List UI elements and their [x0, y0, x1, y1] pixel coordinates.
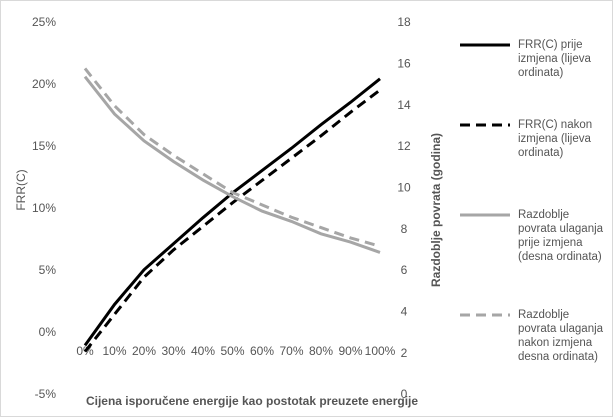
y2-tick-label: 18	[397, 15, 411, 29]
y-tick-label: 25%	[32, 15, 56, 29]
y-tick-label: 10%	[32, 201, 56, 215]
x-tick-label: 50%	[220, 344, 244, 358]
legend-label: Razdoblje povrata ulaganja prije izmjena…	[518, 209, 604, 263]
legend-label: Razdoblje povrata ulaganja nakon izmjena…	[518, 309, 604, 363]
y2-tick-label: 12	[397, 139, 411, 153]
y2-tick-label: 6	[401, 263, 408, 277]
series-line	[83, 75, 381, 254]
x-tick-label: 90%	[338, 344, 362, 358]
x-tick-label: 100%	[365, 344, 396, 358]
series-line	[83, 67, 381, 248]
x-tick-label: 60%	[250, 344, 274, 358]
y2-tick-label: 10	[397, 181, 411, 195]
y2-tick-label: 4	[401, 305, 408, 319]
series-line	[83, 88, 381, 353]
y-tick-label: -5%	[35, 387, 57, 401]
y-tick-label: 0%	[39, 325, 57, 339]
x-tick-label: 40%	[191, 344, 215, 358]
y2-tick-label: 14	[397, 98, 411, 112]
x-tick-label: 20%	[132, 344, 156, 358]
y2-tick-label: 0	[401, 387, 408, 401]
x-tick-label: 80%	[309, 344, 333, 358]
y2-tick-label: 2	[401, 346, 408, 360]
legend-label: FRR(C) nakon izmjena (lijeva ordinata)	[518, 119, 593, 159]
x-axis-title: Cijena isporučene energije kao postotak …	[86, 394, 418, 408]
x-tick-label: 10%	[102, 344, 126, 358]
y-tick-label: 5%	[39, 263, 57, 277]
y-tick-label: 15%	[32, 139, 56, 153]
x-tick-label: 70%	[279, 344, 303, 358]
x-tick-label: 30%	[161, 344, 185, 358]
legend-label: FRR(C) prije izmjena (lijeva ordinata)	[518, 39, 591, 79]
y-axis-title: FRR(C)	[14, 169, 28, 210]
y2-tick-label: 16	[397, 57, 411, 71]
y2-tick-label: 8	[401, 222, 408, 236]
y-tick-label: 20%	[32, 77, 56, 91]
y2-axis-title: Razdoblje povrata (godina)	[429, 133, 443, 287]
